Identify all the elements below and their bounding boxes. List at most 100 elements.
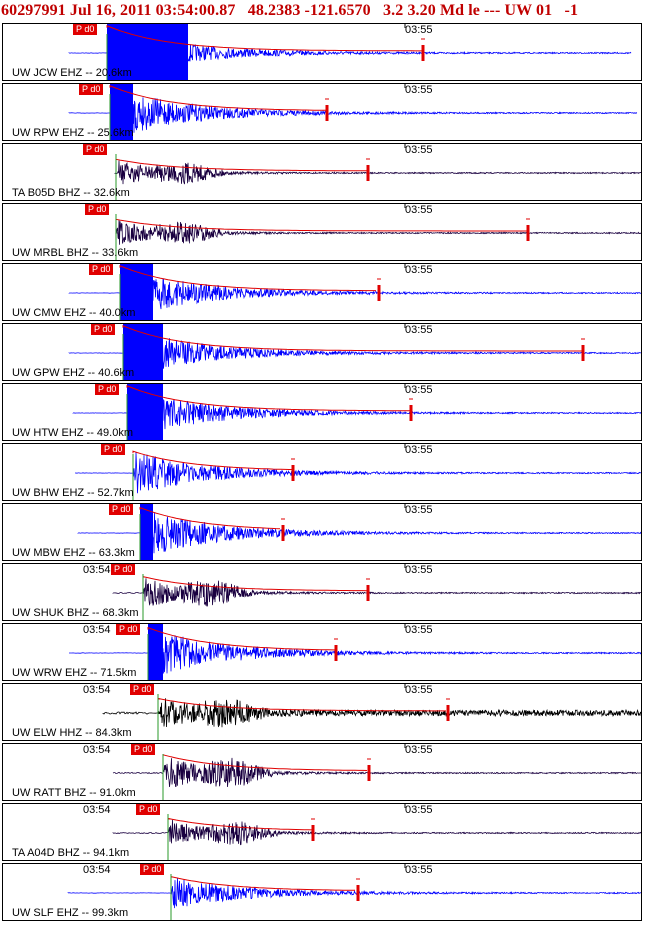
waveform-panel[interactable]: 03:55 03:54 P d0 UW ELW HHZ -- 84.3km [2,683,642,741]
trace-line [68,90,638,134]
clipped-signal [120,264,153,320]
time-tick-label: 03:55 [405,84,433,96]
seismogram-trace [112,564,641,620]
phase-pick-flag[interactable]: P d0 [73,24,98,35]
station-label: UW RPW EHZ -- 25.6km [12,127,134,139]
coda-curve [115,158,368,172]
station-label: UW JCW EHZ -- 20.6km [12,67,132,79]
phase-pick-flag[interactable]: P d0 [95,384,120,395]
time-tick-label: 03:54 [83,744,111,756]
clipped-signal [107,24,188,80]
coda-end-marker[interactable] [377,285,381,301]
time-tick-label: 03:54 [83,864,111,876]
station-label: UW MBW EHZ -- 63.3km [12,547,135,559]
coda-curve [147,626,337,651]
trace-line [114,160,641,185]
waveform-panel[interactable]: 03:55 P d0 UW MBW EHZ -- 63.3km [2,503,642,561]
coda-end-marker[interactable] [366,165,370,181]
coda-end-marker[interactable] [291,465,295,481]
trace-line [68,327,641,378]
phase-pick-flag[interactable]: P d0 [83,144,108,155]
coda-end-marker[interactable] [581,345,585,361]
time-tick-label: 03:55 [405,384,433,396]
trace-line [68,268,641,315]
trace-line [102,698,641,728]
phase-pick-flag[interactable]: P d0 [111,564,136,575]
phase-pick-flag[interactable]: P d0 [131,744,156,755]
phase-pick-flag[interactable]: P d0 [91,324,116,335]
coda-end-marker[interactable] [356,885,360,901]
waveform-panel[interactable]: 03:55 P d0 UW MRBL BHZ -- 33.6km [2,203,642,261]
trace-line [72,390,641,435]
waveform-panel[interactable]: 03:55 P d0 UW HTW EHZ -- 49.0km [2,383,642,441]
phase-pick-flag[interactable]: P d0 [130,684,155,695]
waveform-panel[interactable]: 03:55 P d0 UW GPW EHZ -- 40.6km [2,323,642,381]
coda-curve [115,218,528,232]
time-tick-label: 03:55 [405,684,433,696]
waveform-panel[interactable]: 03:55 P d0 UW CMW EHZ -- 40.0km [2,263,642,321]
coda-end-marker[interactable] [325,105,329,121]
time-tick-label: 03:55 [405,744,433,756]
seismogram-trace [68,324,641,380]
coda-curve [139,506,281,530]
seismogram-trace [69,624,641,680]
coda-end-marker[interactable] [526,225,530,241]
seismogram-trace [115,204,641,260]
waveform-panel[interactable]: 03:55 03:54 P d0 UW WRW EHZ -- 71.5km [2,623,642,681]
waveform-panel[interactable]: 03:55 P d0 TA B05D BHZ -- 32.6km [2,143,642,201]
waveform-panel[interactable]: 03:55 P d0 UW RPW EHZ -- 25.6km [2,83,642,141]
coda-end-marker[interactable] [421,45,425,61]
trace-line [112,819,641,846]
clipped-signal [140,504,153,560]
seismogram-trace [112,804,641,860]
waveform-panel[interactable]: 03:55 03:54 P d0 UW SHUK BHZ -- 68.3km [2,563,642,621]
coda-end-marker[interactable] [366,585,370,601]
coda-curve [126,385,411,412]
waveform-panel[interactable]: 03:55 03:54 P d0 UW RATT BHZ -- 91.0km [2,743,642,801]
coda-end-marker[interactable] [311,825,315,841]
station-label: UW WRW EHZ -- 71.5km [12,667,137,679]
time-tick-label: 03:55 [405,564,433,576]
time-tick-label: 03:55 [405,624,433,636]
coda-curve [109,85,326,111]
coda-curve [132,450,294,471]
waveform-panel[interactable]: 03:55 03:54 P d0 UW SLF EHZ -- 99.3km [2,863,642,921]
phase-pick-flag[interactable]: P d0 [101,444,126,455]
trace-line [77,509,641,554]
time-tick-label: 03:55 [405,144,433,156]
coda-end-marker[interactable] [334,645,338,661]
phase-pick-flag[interactable]: P d0 [89,264,114,275]
seismogram-trace [112,744,641,800]
seismogram-trace [102,684,641,740]
seismogram-trace [75,444,641,500]
coda-end-marker[interactable] [409,405,413,421]
waveform-panel[interactable]: 03:55 03:54 P d0 TA A04D BHZ -- 94.1km [2,803,642,861]
coda-curve [170,875,355,891]
coda-end-marker[interactable] [367,765,371,781]
phase-pick-flag[interactable]: P d0 [136,804,161,815]
seismogram-trace [68,264,641,320]
seismogram-trace [77,504,641,560]
coda-end-marker[interactable] [281,525,285,541]
time-tick-label: 03:55 [405,444,433,456]
station-label: TA A04D BHZ -- 94.1km [12,847,130,859]
coda-curve [167,817,313,831]
time-tick-label: 03:54 [83,804,111,816]
station-label: UW SHUK BHZ -- 68.3km [12,607,139,619]
waveform-panel[interactable]: 03:55 P d0 UW BHW EHZ -- 52.7km [2,443,642,501]
phase-pick-flag[interactable]: P d0 [79,84,104,95]
station-label: UW GPW EHZ -- 40.6km [12,367,135,379]
station-label: UW RATT BHZ -- 91.0km [12,787,136,799]
phase-pick-flag[interactable]: P d0 [140,864,165,875]
time-tick-label: 03:55 [405,204,433,216]
station-label: TA B05D BHZ -- 32.6km [12,187,130,199]
phase-pick-flag[interactable]: P d0 [109,504,134,515]
clipped-signal [127,384,163,440]
phase-pick-flag[interactable]: P d0 [85,204,110,215]
coda-end-marker[interactable] [446,705,450,721]
phase-pick-flag[interactable]: P d0 [116,624,141,635]
station-label: UW ELW HHZ -- 84.3km [12,727,132,739]
waveform-panel[interactable]: 03:55 P d0 UW JCW EHZ -- 20.6km [2,23,642,81]
coda-curve [162,754,368,771]
clipped-signal [148,624,163,680]
